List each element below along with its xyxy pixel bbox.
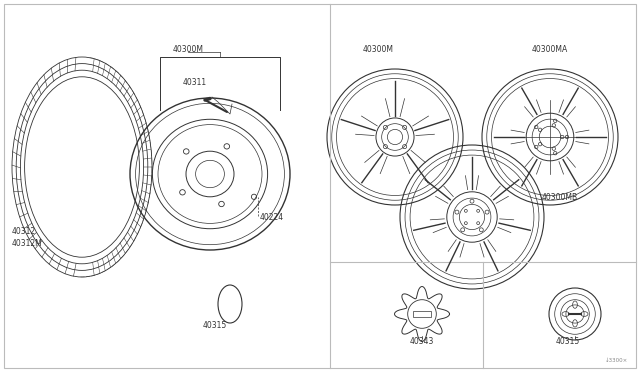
Text: ↓3300×: ↓3300× [605,358,628,363]
Text: 40224: 40224 [260,213,284,222]
Text: 40300M: 40300M [362,45,394,54]
Text: 40311: 40311 [183,78,207,87]
Text: 40343: 40343 [410,337,434,346]
Text: 40300M: 40300M [173,45,204,54]
Text: 40300MB: 40300MB [542,193,578,202]
Text: 40312: 40312 [12,227,36,236]
Text: 40315: 40315 [556,337,580,346]
Text: 40300MA: 40300MA [532,45,568,54]
Bar [413,311,431,317]
Text: 40312M: 40312M [12,239,43,248]
Text: 40315: 40315 [203,321,227,330]
